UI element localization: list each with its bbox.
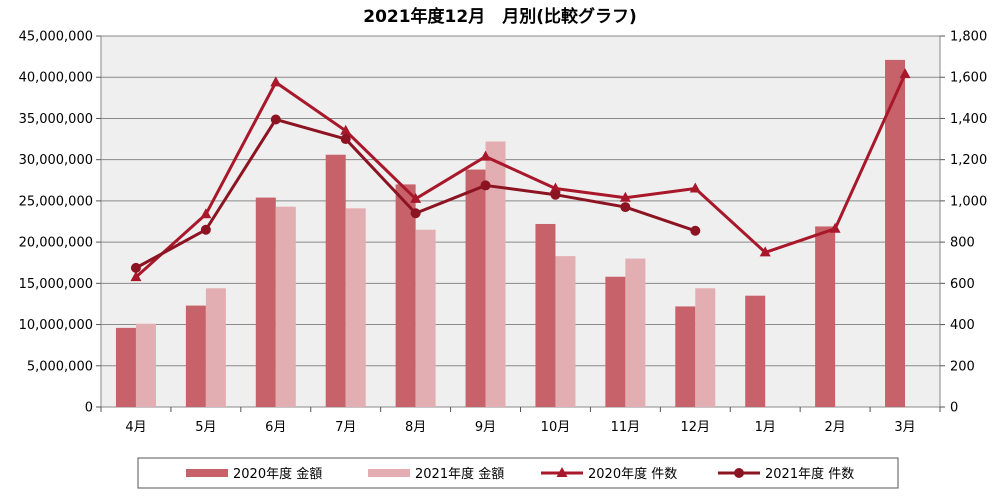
- bar: [325, 154, 346, 407]
- bar: [205, 288, 226, 407]
- point: [480, 180, 491, 191]
- right-tick-label: 200: [950, 359, 975, 374]
- left-tick-label: 40,000,000: [19, 71, 93, 86]
- bar: [135, 323, 156, 407]
- left-tick-label: 15,000,000: [19, 277, 93, 292]
- legend-box: [137, 457, 899, 489]
- left-tick-label: 10,000,000: [19, 318, 93, 333]
- x-axis: 4月 5月 6月 7月 8月 9月 10月 11月 12月 1月 2月 3月: [100, 407, 941, 435]
- legend: 2020年度 金額 2021年度 金額 2020年度 件数 2021年度 件数: [186, 466, 854, 482]
- bar: [275, 206, 296, 407]
- point: [829, 222, 841, 233]
- bar: [675, 306, 696, 407]
- x-tick-label: 7月: [335, 420, 356, 435]
- point: [619, 191, 631, 202]
- bar: [695, 288, 716, 407]
- point: [480, 150, 492, 161]
- gridlines: [101, 76, 940, 367]
- left-axis: 0 5,000,000 10,000,000 15,000,000 20,000,000…: [19, 30, 101, 416]
- legend-label: 2020年度 金額: [233, 466, 322, 482]
- bar: [415, 229, 436, 407]
- right-tick-label: 1,800: [950, 30, 987, 45]
- bar: [185, 305, 206, 407]
- right-tick-label: 1,400: [950, 112, 987, 127]
- x-tick-label: 6月: [265, 420, 286, 435]
- bar: [745, 295, 766, 407]
- point: [130, 271, 142, 282]
- point: [270, 76, 282, 87]
- right-tick-label: 800: [950, 236, 975, 251]
- bar: [605, 276, 626, 407]
- bar: [465, 169, 486, 407]
- point: [340, 134, 351, 145]
- bar: [255, 197, 276, 407]
- x-tick-label: 12月: [681, 420, 711, 435]
- plot-area: [100, 35, 941, 408]
- right-tick-label: 0: [950, 401, 958, 416]
- bar: [535, 223, 556, 407]
- x-tick-label: 2月: [824, 420, 845, 435]
- right-tick-label: 1,000: [950, 194, 987, 209]
- chart-title: 2021年度12月 月別(比較グラフ): [363, 6, 637, 27]
- point: [410, 192, 422, 203]
- point: [130, 262, 141, 273]
- left-tick-label: 5,000,000: [27, 359, 93, 374]
- legend-label: 2020年度 件数: [588, 466, 677, 482]
- legend-label: 2021年度 金額: [415, 466, 504, 482]
- point: [340, 124, 352, 135]
- right-tick-label: 400: [950, 318, 975, 333]
- point: [759, 246, 771, 257]
- point: [200, 208, 212, 219]
- bar: [345, 208, 366, 407]
- series-line: [134, 73, 907, 279]
- left-tick-label: 30,000,000: [19, 153, 93, 168]
- point: [899, 68, 911, 79]
- right-tick-label: 600: [950, 277, 975, 292]
- legend-swatch: [186, 469, 228, 477]
- point: [550, 189, 561, 200]
- x-tick-label: 9月: [475, 420, 496, 435]
- right-tick-label: 1,600: [950, 71, 987, 86]
- left-tick-label: 0: [85, 401, 93, 416]
- legend-label: 2021年度 件数: [765, 466, 854, 482]
- x-tick-label: 8月: [405, 420, 426, 435]
- point: [549, 182, 561, 193]
- bar: [395, 184, 416, 407]
- bar: [555, 256, 576, 407]
- bar: [115, 327, 136, 407]
- point: [620, 202, 631, 213]
- left-tick-label: 25,000,000: [19, 194, 93, 209]
- left-tick-label: 35,000,000: [19, 112, 93, 127]
- line-series: [130, 68, 911, 282]
- legend-swatch: [368, 469, 410, 477]
- legend-marker: [734, 468, 744, 478]
- right-tick-label: 1,200: [950, 153, 987, 168]
- x-tick-label: 1月: [755, 420, 776, 435]
- bar: [625, 258, 646, 407]
- left-tick-label: 20,000,000: [19, 236, 93, 251]
- point: [690, 225, 701, 236]
- x-tick-label: 4月: [125, 420, 146, 435]
- bar-series: [115, 59, 906, 408]
- left-tick-label: 45,000,000: [19, 30, 93, 45]
- right-axis: 0 200 400 600 800 1,000 1,200 1,400 1,600 1,800: [940, 30, 987, 416]
- point: [200, 224, 211, 235]
- x-tick-label: 3月: [894, 420, 915, 435]
- bar: [485, 141, 506, 408]
- x-tick-label: 11月: [611, 420, 641, 435]
- bar: [815, 226, 836, 407]
- x-tick-label: 5月: [195, 420, 216, 435]
- point: [270, 114, 281, 125]
- legend-marker: [556, 467, 568, 477]
- bar: [885, 59, 906, 408]
- x-tick-label: 10月: [541, 420, 571, 435]
- point: [410, 208, 421, 219]
- point: [689, 182, 701, 193]
